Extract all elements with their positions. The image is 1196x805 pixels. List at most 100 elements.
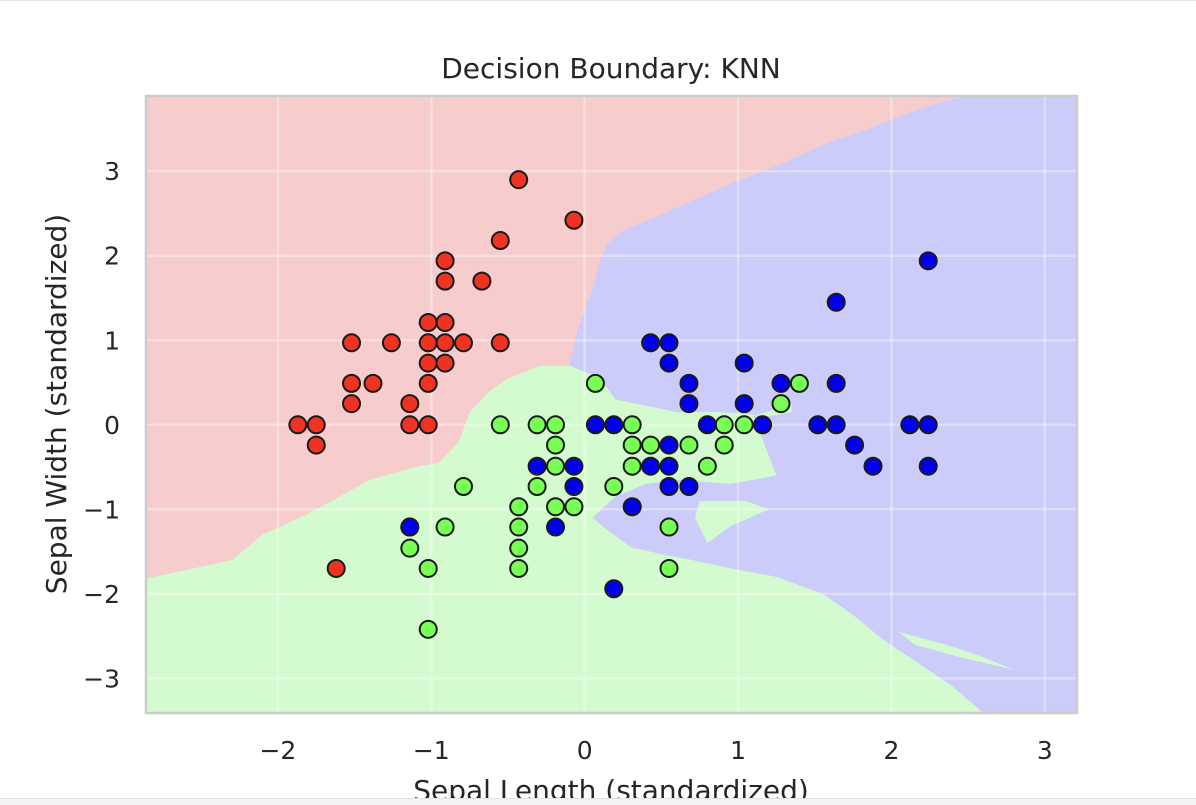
data-point-series-0: [306, 435, 326, 455]
data-point-series-1: [400, 538, 420, 558]
data-point-series-1: [546, 456, 566, 476]
data-point-series-2: [659, 435, 679, 455]
x-tick-label: −2: [259, 736, 296, 765]
data-point-series-1: [509, 558, 529, 578]
data-point-series-2: [826, 415, 846, 435]
data-point-series-1: [604, 476, 624, 496]
data-point-series-0: [435, 333, 455, 353]
data-point-series-1: [546, 415, 566, 435]
data-point-series-0: [326, 558, 346, 578]
data-point-series-2: [808, 415, 828, 435]
y-axis-label: Sepal Width (standardized): [40, 214, 73, 594]
data-point-series-2: [679, 394, 699, 414]
data-point-series-2: [564, 456, 584, 476]
data-point-series-0: [288, 415, 308, 435]
data-point-series-2: [546, 517, 566, 537]
data-point-series-0: [564, 210, 584, 230]
data-point-series-0: [342, 373, 362, 393]
y-tick-label: 0: [104, 411, 120, 440]
x-tick-label: −1: [413, 736, 450, 765]
data-point-series-2: [826, 292, 846, 312]
x-tick-label: 3: [1037, 736, 1053, 765]
data-point-series-1: [527, 476, 547, 496]
data-point-series-2: [863, 456, 883, 476]
data-point-series-1: [771, 394, 791, 414]
data-point-series-1: [622, 456, 642, 476]
y-tick-label: −1: [83, 495, 120, 524]
data-point-series-1: [714, 435, 734, 455]
data-point-series-0: [363, 373, 383, 393]
chart-title: Decision Boundary: KNN: [441, 52, 781, 85]
data-point-series-2: [641, 456, 661, 476]
data-point-series-1: [641, 435, 661, 455]
window-bottom-bar: [0, 798, 1196, 805]
data-point-series-0: [453, 333, 473, 353]
data-point-series-2: [659, 353, 679, 373]
region-class1-4: [899, 631, 1015, 670]
data-point-series-0: [400, 415, 420, 435]
x-tick-labels: −2 −1 0 1 2 3: [259, 736, 1052, 765]
data-point-series-2: [585, 415, 605, 435]
data-point-series-2: [734, 353, 754, 373]
data-point-series-0: [381, 333, 401, 353]
data-point-series-1: [546, 497, 566, 517]
data-point-series-2: [918, 456, 938, 476]
data-point-series-2: [753, 415, 773, 435]
data-point-series-1: [734, 415, 754, 435]
data-points: [288, 170, 938, 639]
data-point-series-1: [659, 558, 679, 578]
data-point-series-1: [435, 517, 455, 537]
data-point-series-1: [418, 619, 438, 639]
data-point-series-0: [435, 353, 455, 373]
data-point-series-1: [659, 517, 679, 537]
data-point-series-2: [527, 456, 547, 476]
region-class1-3: [695, 500, 769, 544]
data-point-series-1: [789, 373, 809, 393]
data-point-series-1: [564, 497, 584, 517]
data-point-series-2: [622, 497, 642, 517]
data-point-series-1: [509, 517, 529, 537]
data-point-series-2: [604, 415, 624, 435]
data-point-series-2: [659, 456, 679, 476]
data-point-series-2: [564, 476, 584, 496]
data-point-series-0: [435, 251, 455, 271]
plot-frame: [144, 94, 1079, 715]
data-point-series-2: [659, 333, 679, 353]
region-class1-2: [146, 365, 984, 713]
data-point-series-0: [418, 353, 438, 373]
y-tick-label: −2: [83, 580, 120, 609]
window-top-border: [0, 0, 1196, 1]
data-point-series-2: [918, 415, 938, 435]
x-tick-label: 1: [730, 736, 746, 765]
data-point-series-2: [900, 415, 920, 435]
data-point-series-2: [679, 373, 699, 393]
data-point-series-2: [734, 394, 754, 414]
y-tick-label: 3: [104, 157, 120, 186]
data-point-series-1: [509, 538, 529, 558]
data-point-series-0: [418, 313, 438, 333]
data-point-series-1: [622, 415, 642, 435]
data-point-series-1: [697, 456, 717, 476]
data-point-series-1: [453, 476, 473, 496]
data-point-series-1: [509, 497, 529, 517]
data-point-series-0: [490, 231, 510, 251]
data-point-series-2: [697, 415, 717, 435]
data-point-series-1: [546, 435, 566, 455]
data-point-series-0: [400, 394, 420, 414]
data-point-series-0: [472, 271, 492, 291]
data-point-series-1: [714, 415, 734, 435]
y-tick-label: 2: [104, 242, 120, 271]
data-point-series-1: [418, 558, 438, 578]
data-point-series-1: [585, 373, 605, 393]
data-point-series-2: [400, 517, 420, 537]
x-tick-label: 0: [577, 736, 593, 765]
data-point-series-1: [490, 415, 510, 435]
data-point-series-0: [418, 415, 438, 435]
data-point-series-1: [622, 435, 642, 455]
data-point-series-2: [771, 373, 791, 393]
data-point-series-0: [418, 333, 438, 353]
data-point-series-0: [435, 271, 455, 291]
data-point-series-0: [509, 170, 529, 190]
data-point-series-2: [641, 333, 661, 353]
